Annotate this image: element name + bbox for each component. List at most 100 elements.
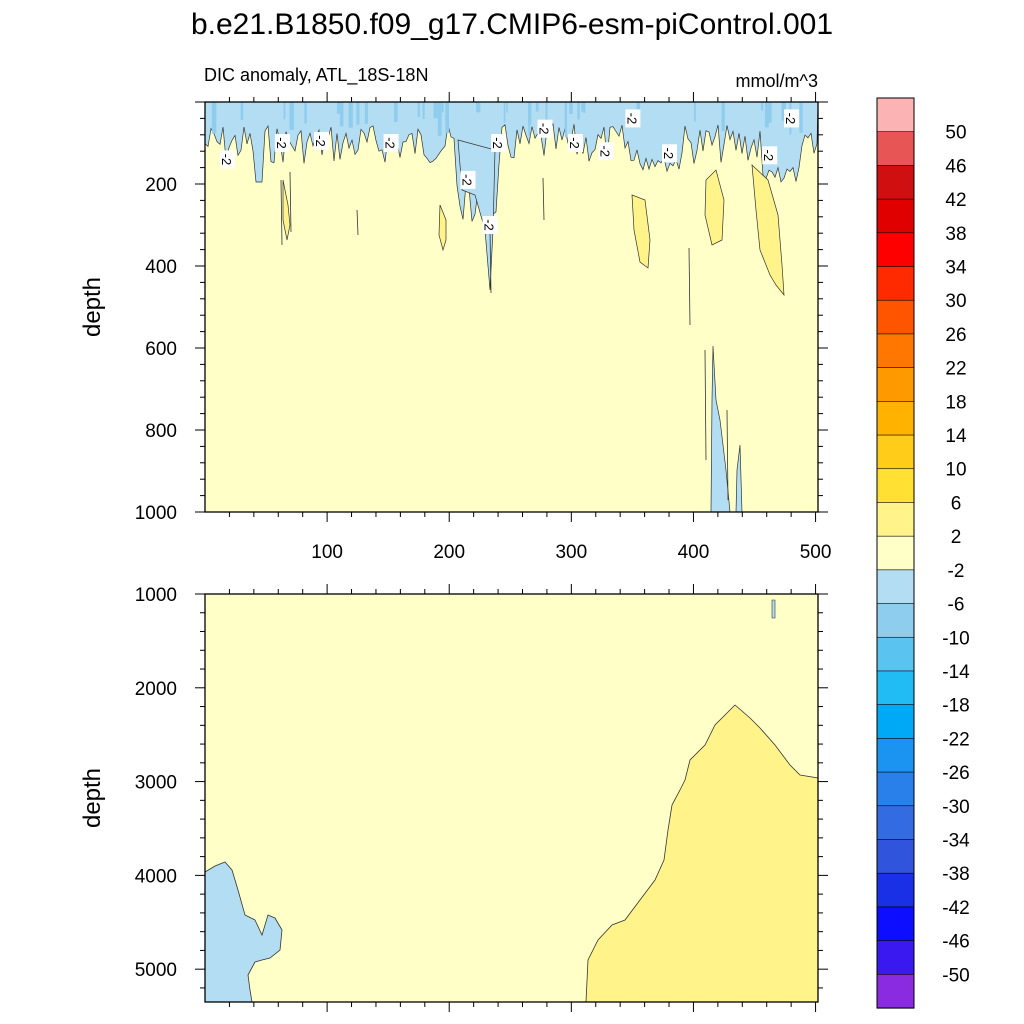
colorbar-label: 6 — [951, 493, 962, 514]
figure-title: b.e21.B1850.f09_g17.CMIP6-esm-piControl.… — [191, 8, 833, 41]
colorbar-label: -6 — [948, 595, 965, 616]
colorbar-swatch — [876, 771, 915, 807]
colorbar-label: 14 — [945, 426, 967, 447]
contour-label-text: -2 — [537, 123, 552, 135]
colorbar-label: 2 — [951, 527, 962, 548]
contour-label-box — [314, 131, 329, 150]
contour-label-box — [625, 109, 641, 128]
y-tick-label: 2000 — [135, 679, 177, 700]
contour-label-text: -2 — [624, 113, 639, 125]
colorbar-swatch — [876, 670, 915, 706]
contour-label-box — [482, 216, 498, 234]
small-negative-spot — [771, 599, 776, 619]
surface-streak — [445, 102, 449, 134]
colorbar-label: 50 — [945, 123, 966, 144]
colorbar-swatch — [876, 805, 915, 841]
colorbar-label: 46 — [945, 156, 966, 177]
colorbar-label: 38 — [945, 224, 966, 245]
contour-line — [289, 171, 292, 233]
contour-label: -2 — [460, 170, 476, 189]
contour-label-text: -2 — [313, 135, 328, 147]
colorbar-label: -50 — [942, 965, 969, 986]
y-tick-label: 4000 — [135, 866, 177, 887]
colorbar-swatch — [876, 973, 915, 1009]
lower-y-axis-label: depth — [79, 768, 106, 828]
surface-streak — [433, 102, 438, 119]
colorbar-label: -38 — [942, 864, 969, 885]
surface-streak — [336, 102, 341, 114]
surface-streak — [545, 102, 548, 126]
colorbar-label: -14 — [942, 662, 970, 683]
surface-streak — [760, 102, 764, 111]
contour-label: -2 — [490, 134, 507, 152]
contour-label-text: -2 — [598, 145, 613, 157]
contour-label-text: -2 — [383, 137, 398, 149]
surface-streak — [417, 102, 420, 117]
upper-plot-frame — [204, 101, 819, 513]
lower-axis-ticks: 1000 2000 3000 4000 5000 — [135, 584, 828, 1012]
contour-line — [280, 179, 283, 246]
upper-contour-labels: -2 -2 -2 -2 -2 -2 -2 -2 -2 -2 -2 -2 -2 -2 — [219, 109, 800, 234]
y-tick-label: 3000 — [135, 773, 177, 794]
colorbar-swatch — [876, 165, 915, 200]
contour-label: -2 — [624, 109, 641, 128]
contour-label: -2 — [537, 119, 553, 138]
contour-label: -2 — [567, 134, 583, 152]
colorbar-label: 26 — [945, 325, 966, 346]
contour-label-box — [383, 134, 399, 152]
upper-y-axis-label: depth — [79, 277, 106, 337]
contour-label: -2 — [761, 146, 778, 165]
contour-label: -2 — [383, 134, 399, 152]
colorbar-label: 42 — [945, 190, 966, 211]
colorbar-swatch — [876, 367, 915, 402]
colorbar-swatch — [876, 603, 915, 638]
surface-streak — [441, 102, 444, 113]
surface-streak — [721, 102, 725, 131]
y-tick-label: 800 — [145, 421, 177, 442]
upper-axis-ticks: 200 400 600 800 1000 100 200 300 400 500 — [135, 92, 831, 563]
colorbar-swatch — [876, 468, 915, 504]
surface-streak — [767, 102, 772, 123]
positive-anomaly-patch — [704, 169, 725, 246]
colorbar-swatch — [876, 502, 915, 537]
x-tick-label: 300 — [555, 542, 587, 563]
contour-line — [688, 247, 691, 326]
contour-label-text: -2 — [219, 154, 234, 166]
colorbar-swatch — [876, 434, 915, 470]
colorbar-label: 10 — [945, 460, 966, 481]
contour-label-box — [220, 150, 235, 169]
contour-label: -2 — [274, 134, 290, 152]
contour-line — [726, 409, 729, 501]
positive-anomaly-patch — [438, 204, 447, 252]
deep-positive-anomaly — [585, 704, 819, 1003]
lower-plot-frame — [204, 593, 819, 1003]
y-tick-label: 5000 — [135, 960, 177, 981]
contour-label: -2 — [482, 216, 498, 234]
positive-anomaly-patch — [631, 194, 651, 269]
contour-label: -2 — [219, 150, 235, 169]
surface-streak — [781, 102, 786, 121]
colorbar-label: -22 — [942, 729, 969, 750]
colorbar-swatch — [876, 704, 915, 739]
contour-label-text: -2 — [783, 113, 798, 125]
colorbar-swatch — [876, 401, 915, 436]
contour-line — [704, 349, 707, 461]
colorbar-swatch — [876, 535, 915, 571]
surface-streak — [476, 102, 481, 113]
y-tick-label: 1000 — [135, 585, 177, 606]
colorbar-label: -30 — [942, 797, 969, 818]
surface-streak — [304, 102, 307, 124]
units-label: mmol/m^3 — [736, 71, 818, 91]
upper-panel: -2 -2 -2 -2 -2 -2 -2 -2 -2 -2 -2 -2 -2 -2 200 400 600 80… — [79, 92, 831, 563]
colorbar-label: 22 — [945, 359, 966, 380]
contour-label-text: -2 — [661, 148, 676, 160]
x-tick-label: 200 — [433, 542, 465, 563]
surface-streak — [581, 102, 585, 112]
colorbar-swatch — [876, 738, 915, 773]
y-tick-label: 600 — [145, 339, 177, 360]
colorbar-label: -42 — [942, 898, 969, 919]
contour-label-box — [568, 134, 583, 152]
contour-label-box — [598, 142, 614, 161]
surface-streak — [356, 102, 360, 125]
surface-streak — [289, 102, 294, 130]
